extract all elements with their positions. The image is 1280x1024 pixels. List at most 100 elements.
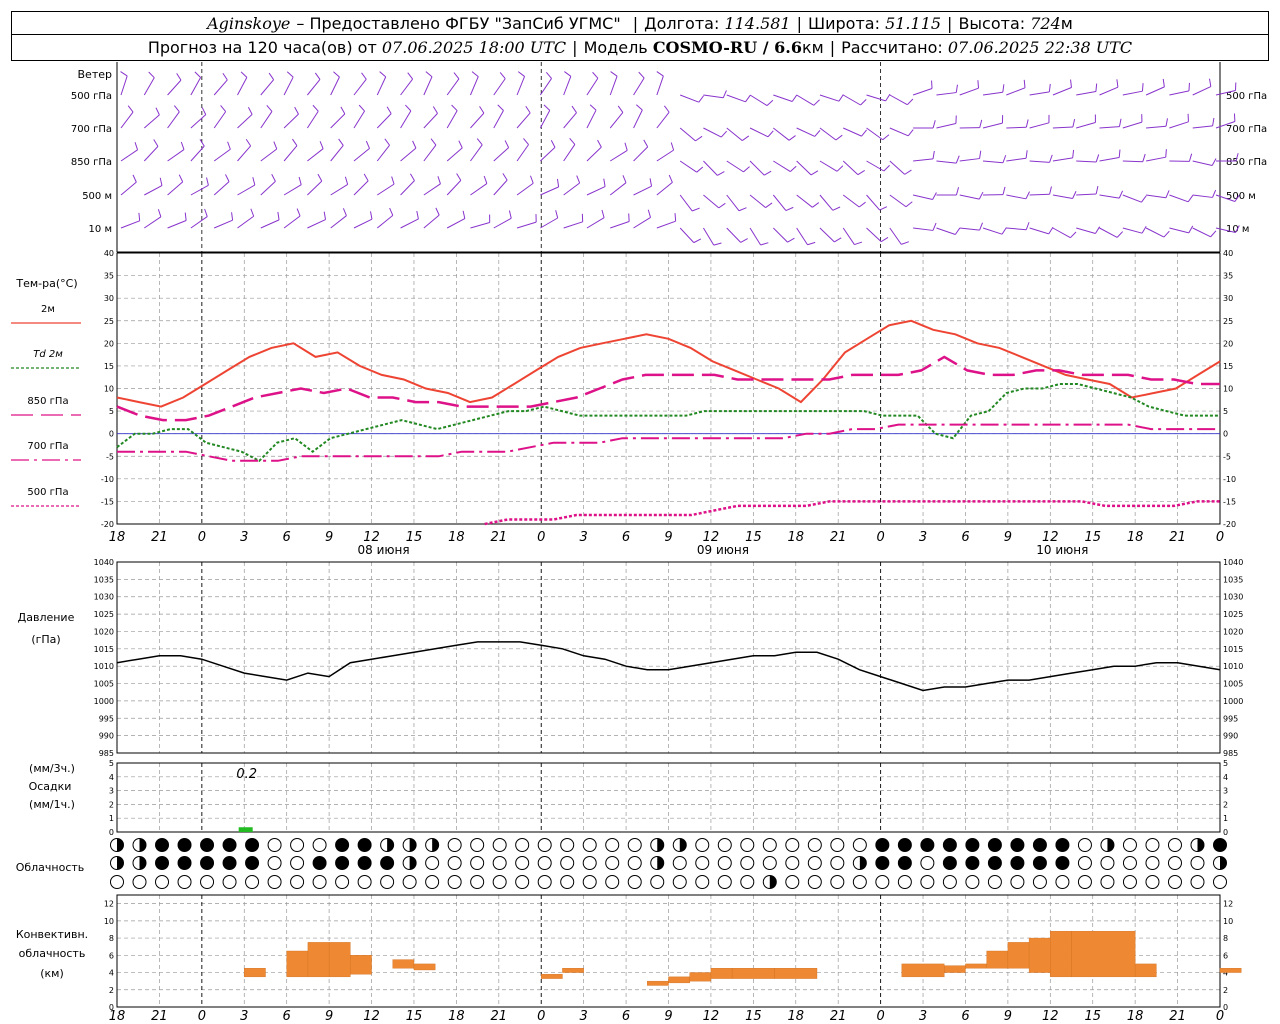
- conv-cloud-bar: [944, 965, 966, 973]
- wind-barb: [936, 227, 956, 235]
- wind-barb: [1215, 227, 1236, 233]
- cloud-symbol: [1122, 856, 1137, 870]
- wind-barb: [936, 92, 957, 96]
- wind-barb-flag: [698, 95, 704, 103]
- cloud-symbol: [1077, 875, 1092, 889]
- wind-barb: [749, 127, 769, 138]
- cloud-symbol: [605, 875, 620, 889]
- wind-barb-flag: [1072, 119, 1076, 128]
- cloud-symbol: [267, 838, 282, 852]
- wind-barb: [609, 182, 627, 196]
- wind-barb-flag: [1070, 79, 1072, 88]
- pressure-panel: 1040 1040 1035 1035 1030 1030 1025 1025 1020 1020…: [94, 558, 1244, 758]
- cloud-symbol: [695, 838, 710, 852]
- conv-cloud-bar: [1219, 968, 1242, 973]
- wind-barb-flag: [880, 237, 889, 243]
- cloud-symbol: [920, 875, 935, 889]
- lat-value: 51.115: [885, 13, 942, 33]
- wind-barb: [726, 227, 741, 243]
- wind-barb-flag: [266, 105, 273, 112]
- wind-barb: [423, 183, 441, 196]
- wind-barb-flag: [1049, 186, 1052, 195]
- cloud-symbol: [110, 875, 124, 889]
- y-tick-label-right: 0: [1223, 1003, 1228, 1012]
- wind-barb: [260, 219, 280, 229]
- wind-barb-flag: [545, 72, 552, 79]
- cloud-symbol: [357, 875, 372, 889]
- wind-barb-flag: [624, 142, 628, 151]
- wind-barb: [446, 180, 462, 196]
- wind-barb-flag: [854, 241, 863, 246]
- series-line-3: [117, 423, 1220, 462]
- cloud-symbol: [785, 838, 800, 852]
- y-tick-label-left: 30: [104, 294, 114, 303]
- forecast-start: 07.06.2025 18:00 UTC: [381, 38, 567, 57]
- wind-barb-flag: [906, 98, 914, 106]
- wind-barb: [1122, 160, 1143, 163]
- alt-unit: м: [1060, 13, 1073, 33]
- wind-barb: [912, 88, 933, 96]
- wind-barb: [1076, 193, 1097, 196]
- conv-cloud-bar: [774, 968, 818, 979]
- wind-barb-flag: [717, 171, 725, 176]
- wind-barb-flag: [155, 107, 160, 116]
- cloud-symbol: [717, 856, 732, 870]
- wind-barb: [260, 148, 278, 162]
- x-tick-label-bottom: 6: [283, 1009, 291, 1024]
- wind-barb-flag: [384, 138, 390, 146]
- wind-barb: [400, 180, 415, 196]
- wind-barb-flag: [1072, 149, 1075, 158]
- cloud-symbol: [155, 838, 170, 852]
- wind-barb-flag: [791, 94, 798, 102]
- wind-barb: [866, 94, 886, 102]
- cloud-symbol: [717, 838, 732, 852]
- wind-barb-flag: [1188, 225, 1194, 234]
- wind-barb-flag: [294, 106, 299, 115]
- wind-barb: [1052, 157, 1073, 162]
- wind-barb-flag: [555, 210, 559, 219]
- wind-barb-flag: [807, 241, 816, 246]
- cloud-symbol-half: [139, 838, 147, 852]
- wind-barb-flag: [741, 135, 750, 141]
- cloud-symbol: [245, 875, 260, 889]
- wind-barb-flag: [670, 142, 675, 151]
- wind-barb-flag: [955, 84, 958, 93]
- y-tick-label-right: 1: [1223, 814, 1228, 823]
- cloud-symbol-half: [139, 856, 147, 870]
- wind-barb-flag: [453, 72, 460, 80]
- day-label: 10 июня: [1036, 543, 1088, 557]
- wind-barb: [749, 194, 766, 208]
- wind-barb-flag: [250, 208, 255, 217]
- header-line-1: Aginskoye – Предоставлено ФГБУ "ЗапСиб У…: [11, 11, 1269, 35]
- x-tick-label-bottom: 6: [622, 1009, 630, 1024]
- pressure-title: Давление: [18, 611, 75, 624]
- cloud-symbol: [267, 875, 282, 889]
- cloud-symbol: [290, 875, 305, 889]
- wind-barb: [143, 146, 159, 162]
- conv-cloud-bar: [541, 974, 563, 979]
- wind-barb: [330, 145, 344, 162]
- wind-barb-flag: [1211, 158, 1217, 166]
- cloud-symbol: [1167, 856, 1182, 870]
- wind-barb-flag: [571, 105, 577, 113]
- wind-barb-flag: [760, 242, 769, 246]
- wind-barb-flag: [1187, 195, 1194, 203]
- wind-barb: [1076, 122, 1096, 129]
- wind-barb-flag: [718, 202, 726, 209]
- wind-barb-flag: [1188, 153, 1193, 162]
- wind-barb-flag: [176, 73, 182, 81]
- cloud-symbol: [987, 856, 1002, 870]
- wind-barb-flag: [860, 99, 867, 106]
- wind-barb: [563, 76, 572, 96]
- cloud-symbol: [515, 875, 530, 889]
- wind-barb-flag: [386, 106, 392, 114]
- x-tick-label: 9: [664, 530, 672, 545]
- x-tick-label: 3: [580, 530, 588, 545]
- wind-barb-flag: [1165, 118, 1168, 127]
- wind-barb-flag: [597, 139, 602, 148]
- wind-barb: [563, 182, 580, 196]
- wind-barb: [982, 91, 1003, 96]
- alt-label: Высота:: [958, 13, 1026, 33]
- wind-barb-flag: [696, 166, 704, 173]
- wind-barb-flag: [814, 130, 821, 137]
